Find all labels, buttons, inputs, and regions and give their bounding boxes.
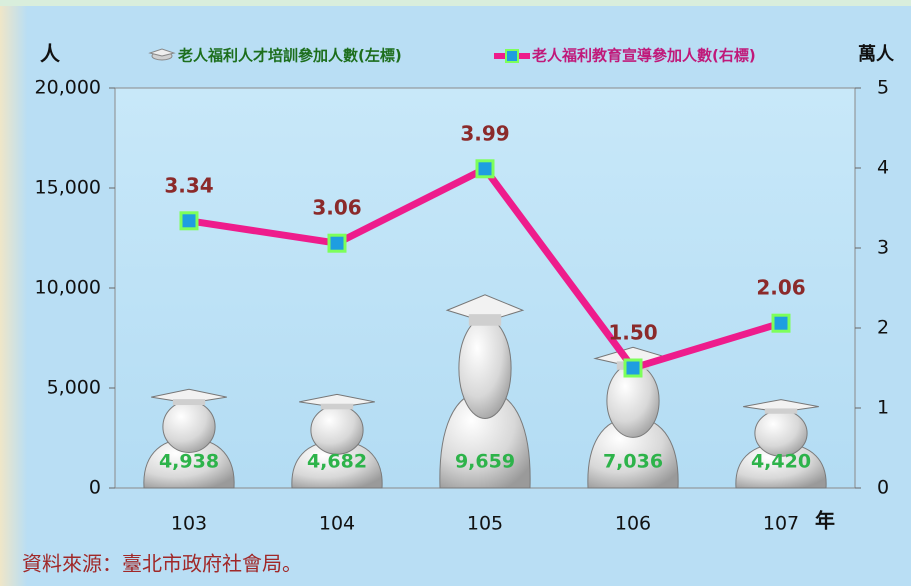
x-tick-label: 107 — [763, 513, 799, 535]
value-label: 3.99 — [460, 121, 509, 145]
x-tick-label: 103 — [171, 513, 207, 535]
y2-tick-label: 3 — [877, 237, 889, 259]
icon-cap-base — [468, 314, 502, 326]
legend-icon — [148, 48, 176, 61]
legend-marker — [505, 49, 519, 63]
marker — [623, 358, 643, 378]
value-label: 4,938 — [159, 451, 219, 473]
y2-tick-label: 5 — [877, 77, 889, 99]
icon-cap-base — [172, 399, 206, 406]
marker — [179, 211, 199, 231]
value-label: 2.06 — [756, 276, 805, 300]
value-label: 7,036 — [603, 451, 663, 473]
value-label: 3.06 — [312, 196, 361, 220]
y2-tick-label: 0 — [877, 477, 889, 499]
value-label: 3.34 — [164, 173, 213, 197]
icon-cap-base — [764, 408, 798, 414]
marker — [771, 313, 791, 333]
icon-head — [163, 401, 215, 452]
x-tick-label: 105 — [467, 513, 503, 535]
value-label: 1.50 — [608, 321, 657, 345]
icon-cap-base — [320, 403, 354, 410]
x-tick-label: 104 — [319, 513, 355, 535]
person-icon — [292, 394, 382, 488]
marker — [327, 233, 347, 253]
x-tick-label: 106 — [615, 513, 651, 535]
x-axis-label: 年 — [815, 509, 835, 533]
person-icon — [440, 295, 530, 488]
value-label: 4,682 — [307, 451, 367, 473]
y2-tick-label: 1 — [877, 397, 889, 419]
y-tick-label: 20,000 — [35, 77, 101, 99]
y-tick-label: 10,000 — [35, 277, 101, 299]
value-label: 9,659 — [455, 451, 515, 473]
person-icon — [736, 400, 826, 488]
person-icon — [144, 389, 234, 488]
top-band — [0, 0, 911, 6]
legend: 老人福利人才培訓參加人數(左標) 老人福利教育宣導參加人數(右標) — [148, 47, 756, 65]
marker — [475, 159, 495, 179]
legend-label: 老人福利人才培訓參加人數(左標) — [177, 47, 402, 65]
y-tick-label: 5,000 — [47, 377, 101, 399]
y2-axis-label: 萬人 — [858, 44, 895, 65]
legend-label: 老人福利教育宣導參加人數(右標) — [531, 47, 756, 65]
y-tick-label: 0 — [89, 477, 101, 499]
value-label: 4,420 — [751, 451, 811, 473]
icon-head — [459, 318, 511, 418]
icon-head — [755, 410, 807, 456]
source-note: 資料來源：臺北市政府社會局。 — [22, 552, 302, 576]
y2-tick-label: 4 — [877, 157, 889, 179]
y-tick-label: 15,000 — [35, 177, 101, 199]
icon-head — [311, 406, 363, 455]
y-axis-label: 人 — [40, 42, 61, 66]
y2-tick-label: 2 — [877, 317, 889, 339]
